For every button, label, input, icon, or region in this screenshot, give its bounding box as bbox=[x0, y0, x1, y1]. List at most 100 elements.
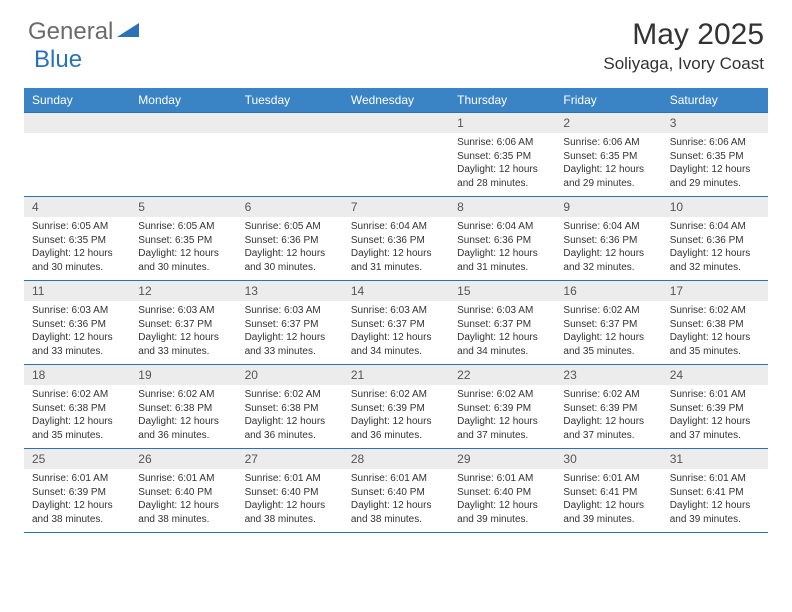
day-number: 9 bbox=[555, 197, 661, 217]
daynum-row: 18192021222324 bbox=[24, 365, 768, 385]
day-body: Sunrise: 6:01 AMSunset: 6:40 PMDaylight:… bbox=[237, 469, 343, 532]
dow-cell: Monday bbox=[130, 88, 236, 112]
day-body: Sunrise: 6:02 AMSunset: 6:38 PMDaylight:… bbox=[237, 385, 343, 448]
day-number bbox=[343, 113, 449, 133]
day-number: 4 bbox=[24, 197, 130, 217]
day-body: Sunrise: 6:01 AMSunset: 6:41 PMDaylight:… bbox=[555, 469, 661, 532]
day-number: 31 bbox=[662, 449, 768, 469]
day-body bbox=[130, 133, 236, 196]
day-body: Sunrise: 6:01 AMSunset: 6:40 PMDaylight:… bbox=[130, 469, 236, 532]
dow-cell: Sunday bbox=[24, 88, 130, 112]
dow-cell: Saturday bbox=[662, 88, 768, 112]
day-number: 11 bbox=[24, 281, 130, 301]
month-title: May 2025 bbox=[603, 18, 764, 52]
day-number bbox=[24, 113, 130, 133]
daybody-row: Sunrise: 6:01 AMSunset: 6:39 PMDaylight:… bbox=[24, 469, 768, 532]
day-number: 28 bbox=[343, 449, 449, 469]
week: 45678910Sunrise: 6:05 AMSunset: 6:35 PMD… bbox=[24, 196, 768, 280]
day-body: Sunrise: 6:02 AMSunset: 6:38 PMDaylight:… bbox=[24, 385, 130, 448]
day-body: Sunrise: 6:01 AMSunset: 6:39 PMDaylight:… bbox=[662, 385, 768, 448]
day-number: 8 bbox=[449, 197, 555, 217]
week: 18192021222324Sunrise: 6:02 AMSunset: 6:… bbox=[24, 364, 768, 448]
day-body: Sunrise: 6:04 AMSunset: 6:36 PMDaylight:… bbox=[662, 217, 768, 280]
calendar-bottom-border bbox=[24, 532, 768, 533]
day-body: Sunrise: 6:06 AMSunset: 6:35 PMDaylight:… bbox=[555, 133, 661, 196]
day-body: Sunrise: 6:03 AMSunset: 6:37 PMDaylight:… bbox=[237, 301, 343, 364]
day-number: 17 bbox=[662, 281, 768, 301]
day-number: 16 bbox=[555, 281, 661, 301]
day-number: 20 bbox=[237, 365, 343, 385]
dow-cell: Tuesday bbox=[237, 88, 343, 112]
daybody-row: Sunrise: 6:03 AMSunset: 6:36 PMDaylight:… bbox=[24, 301, 768, 364]
day-body: Sunrise: 6:03 AMSunset: 6:37 PMDaylight:… bbox=[343, 301, 449, 364]
day-number: 12 bbox=[130, 281, 236, 301]
day-number: 21 bbox=[343, 365, 449, 385]
day-number: 15 bbox=[449, 281, 555, 301]
week: 11121314151617Sunrise: 6:03 AMSunset: 6:… bbox=[24, 280, 768, 364]
day-number: 5 bbox=[130, 197, 236, 217]
day-number: 3 bbox=[662, 113, 768, 133]
daynum-row: 25262728293031 bbox=[24, 449, 768, 469]
day-body: Sunrise: 6:01 AMSunset: 6:39 PMDaylight:… bbox=[24, 469, 130, 532]
day-body: Sunrise: 6:02 AMSunset: 6:39 PMDaylight:… bbox=[449, 385, 555, 448]
day-body: Sunrise: 6:06 AMSunset: 6:35 PMDaylight:… bbox=[662, 133, 768, 196]
day-number: 26 bbox=[130, 449, 236, 469]
day-body: Sunrise: 6:01 AMSunset: 6:40 PMDaylight:… bbox=[343, 469, 449, 532]
day-body: Sunrise: 6:05 AMSunset: 6:36 PMDaylight:… bbox=[237, 217, 343, 280]
triangle-icon bbox=[117, 21, 139, 44]
day-body: Sunrise: 6:01 AMSunset: 6:41 PMDaylight:… bbox=[662, 469, 768, 532]
daynum-row: 11121314151617 bbox=[24, 281, 768, 301]
day-number: 1 bbox=[449, 113, 555, 133]
daybody-row: Sunrise: 6:05 AMSunset: 6:35 PMDaylight:… bbox=[24, 217, 768, 280]
dow-cell: Friday bbox=[555, 88, 661, 112]
day-body: Sunrise: 6:05 AMSunset: 6:35 PMDaylight:… bbox=[130, 217, 236, 280]
dow-cell: Wednesday bbox=[343, 88, 449, 112]
day-body: Sunrise: 6:02 AMSunset: 6:38 PMDaylight:… bbox=[130, 385, 236, 448]
day-number: 24 bbox=[662, 365, 768, 385]
day-body: Sunrise: 6:04 AMSunset: 6:36 PMDaylight:… bbox=[343, 217, 449, 280]
day-number: 29 bbox=[449, 449, 555, 469]
day-of-week-header: SundayMondayTuesdayWednesdayThursdayFrid… bbox=[24, 88, 768, 112]
day-body: Sunrise: 6:02 AMSunset: 6:39 PMDaylight:… bbox=[343, 385, 449, 448]
day-number: 10 bbox=[662, 197, 768, 217]
week: 25262728293031Sunrise: 6:01 AMSunset: 6:… bbox=[24, 448, 768, 532]
week: 123Sunrise: 6:06 AMSunset: 6:35 PMDaylig… bbox=[24, 112, 768, 196]
logo-word-general: General bbox=[28, 18, 113, 46]
day-body bbox=[343, 133, 449, 196]
day-number: 6 bbox=[237, 197, 343, 217]
day-body: Sunrise: 6:04 AMSunset: 6:36 PMDaylight:… bbox=[555, 217, 661, 280]
day-body: Sunrise: 6:04 AMSunset: 6:36 PMDaylight:… bbox=[449, 217, 555, 280]
day-number: 2 bbox=[555, 113, 661, 133]
daybody-row: Sunrise: 6:02 AMSunset: 6:38 PMDaylight:… bbox=[24, 385, 768, 448]
daybody-row: Sunrise: 6:06 AMSunset: 6:35 PMDaylight:… bbox=[24, 133, 768, 196]
day-body: Sunrise: 6:02 AMSunset: 6:38 PMDaylight:… bbox=[662, 301, 768, 364]
day-number bbox=[130, 113, 236, 133]
day-number: 25 bbox=[24, 449, 130, 469]
logo-word-blue: Blue bbox=[34, 46, 82, 73]
day-number: 23 bbox=[555, 365, 661, 385]
title-block: May 2025 Soliyaga, Ivory Coast bbox=[603, 18, 764, 74]
day-number: 22 bbox=[449, 365, 555, 385]
day-body bbox=[24, 133, 130, 196]
calendar: SundayMondayTuesdayWednesdayThursdayFrid… bbox=[24, 88, 768, 532]
location-label: Soliyaga, Ivory Coast bbox=[603, 54, 764, 74]
daynum-row: 45678910 bbox=[24, 197, 768, 217]
day-number: 19 bbox=[130, 365, 236, 385]
dow-cell: Thursday bbox=[449, 88, 555, 112]
day-body: Sunrise: 6:03 AMSunset: 6:36 PMDaylight:… bbox=[24, 301, 130, 364]
weeks-container: 123Sunrise: 6:06 AMSunset: 6:35 PMDaylig… bbox=[24, 112, 768, 532]
logo-word-blue-wrap: Blue bbox=[34, 46, 82, 74]
day-number: 30 bbox=[555, 449, 661, 469]
day-body: Sunrise: 6:03 AMSunset: 6:37 PMDaylight:… bbox=[449, 301, 555, 364]
day-number: 14 bbox=[343, 281, 449, 301]
day-body: Sunrise: 6:03 AMSunset: 6:37 PMDaylight:… bbox=[130, 301, 236, 364]
logo: General bbox=[28, 18, 141, 46]
day-body: Sunrise: 6:01 AMSunset: 6:40 PMDaylight:… bbox=[449, 469, 555, 532]
day-number: 18 bbox=[24, 365, 130, 385]
day-body: Sunrise: 6:02 AMSunset: 6:37 PMDaylight:… bbox=[555, 301, 661, 364]
day-number: 13 bbox=[237, 281, 343, 301]
day-body: Sunrise: 6:02 AMSunset: 6:39 PMDaylight:… bbox=[555, 385, 661, 448]
day-number: 27 bbox=[237, 449, 343, 469]
day-body: Sunrise: 6:05 AMSunset: 6:35 PMDaylight:… bbox=[24, 217, 130, 280]
day-number: 7 bbox=[343, 197, 449, 217]
